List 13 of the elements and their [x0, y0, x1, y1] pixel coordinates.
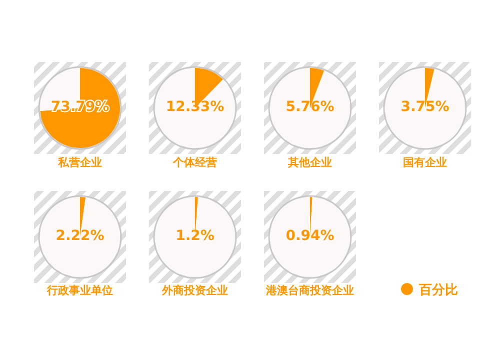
- data-label: 3.75%: [400, 99, 450, 115]
- text: 行政事业单位: [46, 284, 113, 297]
- data-label: 5.76%: [286, 99, 334, 115]
- text: 港澳台商投资企业: [265, 284, 354, 297]
- legend-label: 百分比: [418, 283, 458, 298]
- data-label: 1.2%: [176, 228, 214, 244]
- data-label: 2.22%: [56, 228, 104, 244]
- text: 外商投资企业: [161, 284, 228, 297]
- text: 其他企业: [287, 156, 332, 169]
- text: 个体经营: [172, 156, 217, 169]
- text: 国有企业: [403, 156, 447, 169]
- text: 私营企业: [57, 156, 102, 169]
- data-label: 0.94%: [286, 228, 334, 244]
